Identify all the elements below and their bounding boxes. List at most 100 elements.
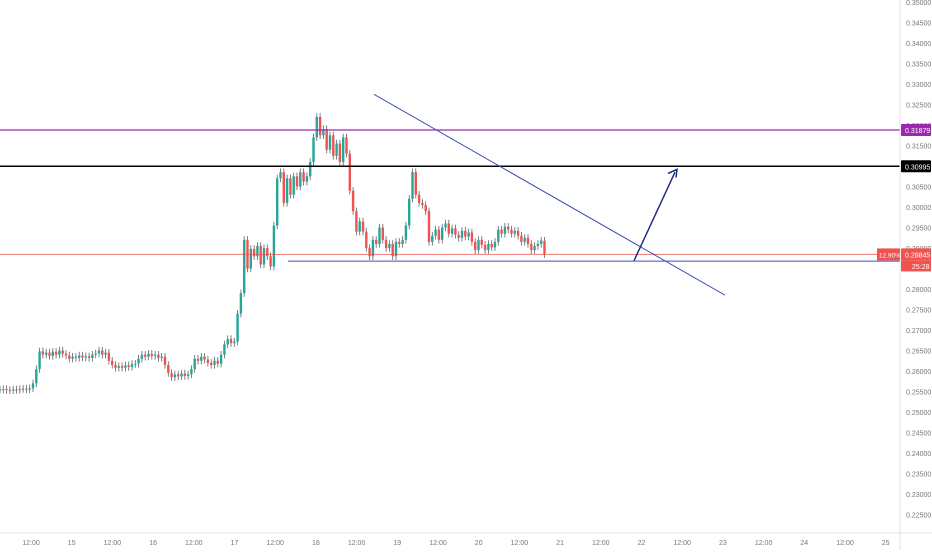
candle-body: [345, 137, 348, 154]
candle-body: [216, 360, 219, 364]
candle-body: [305, 176, 309, 182]
candle-body: [266, 248, 269, 257]
countdown-badge: [901, 260, 931, 272]
time-tick-label: 12:00: [348, 540, 366, 547]
candle-body: [450, 228, 454, 234]
key-level-badge-label: 0.30995: [905, 164, 930, 171]
candle-body: [94, 353, 97, 355]
candle-body: [64, 353, 68, 356]
candle-body: [252, 248, 256, 257]
time-tick-label: 24: [800, 540, 808, 547]
candle-body: [229, 339, 233, 344]
time-tick-label: 12:00: [266, 540, 284, 547]
candle-body: [322, 129, 325, 136]
percent-change-label: 12.90%: [879, 252, 901, 259]
price-tick-label: 0.23500: [906, 472, 931, 479]
candle-body: [190, 369, 193, 375]
candle-body: [236, 313, 239, 342]
candle-body: [84, 356, 87, 358]
candle-body: [48, 352, 51, 356]
time-tick-label: 19: [393, 540, 401, 547]
candle-body: [18, 389, 21, 391]
time-tick-label: 12:00: [673, 540, 691, 547]
candle-body: [140, 354, 144, 359]
candle-body: [193, 358, 196, 369]
candle-body: [361, 221, 365, 232]
candle-body: [467, 232, 470, 237]
candle-body: [226, 339, 229, 345]
candle-body: [533, 246, 536, 251]
price-tick-label: 0.30500: [906, 185, 931, 192]
candle-body: [318, 116, 322, 136]
time-tick-label: 20: [475, 540, 483, 547]
candle-body: [243, 239, 246, 294]
candle-body: [233, 341, 236, 344]
candle-body: [526, 237, 530, 244]
candle-body: [381, 227, 384, 240]
time-axis[interactable]: 12:00 15 12:00 16 12:00 17 12:00 18 12:00 19 12:00…: [22, 540, 889, 547]
candle-body: [487, 243, 490, 251]
horizontal-levels-layer: [0, 129, 900, 255]
candle-body: [97, 350, 101, 354]
candle-body: [404, 225, 408, 240]
candle-body: [5, 389, 8, 391]
candle-body: [15, 389, 18, 391]
time-tick-label: 17: [231, 540, 239, 547]
candle-body: [342, 137, 345, 162]
candle-body: [480, 239, 483, 245]
projection-arrow-shaft[interactable]: [633, 171, 676, 262]
candle-body: [107, 352, 111, 361]
price-tick-label: 0.24500: [906, 431, 931, 438]
candle-body: [358, 221, 361, 232]
candle-body: [332, 135, 335, 156]
candle-body: [68, 355, 71, 359]
candle-body: [328, 135, 332, 150]
time-tick-label: 12:00: [592, 540, 610, 547]
candle-body: [434, 229, 437, 236]
candle-body: [292, 176, 295, 195]
price-tick-label: 0.32500: [906, 103, 931, 110]
candle-body: [38, 351, 41, 369]
time-tick-label: 18: [312, 540, 320, 547]
candle-body: [180, 373, 183, 377]
candle-body: [540, 240, 543, 244]
candle-body: [365, 231, 368, 249]
candle-body: [543, 240, 546, 255]
last-price-badge-label: 0.28845: [905, 252, 930, 259]
candle-body: [0, 389, 2, 391]
candle-body: [513, 230, 516, 234]
candle-body: [170, 373, 173, 378]
candle-body: [444, 223, 447, 228]
candle-body: [173, 374, 177, 378]
candle-body: [464, 230, 467, 237]
candle-body: [276, 178, 279, 226]
candle-body: [206, 359, 210, 363]
candle-body: [289, 178, 292, 195]
candle-body: [167, 364, 170, 374]
candle-body: [45, 352, 48, 355]
candle-body: [507, 226, 510, 230]
candle-body: [74, 356, 78, 358]
candle-body: [269, 256, 272, 267]
descending-trendline[interactable]: [373, 93, 726, 296]
candle-body: [510, 229, 513, 234]
time-tick-label: 25: [882, 540, 890, 547]
candle-body: [177, 374, 180, 377]
time-tick-label: 21: [556, 540, 564, 547]
time-tick-label: 12:00: [185, 540, 203, 547]
candle-body: [58, 350, 61, 355]
candle-body: [25, 388, 28, 390]
price-tick-label: 0.31500: [906, 144, 931, 151]
countdown-label: 25:28: [912, 264, 930, 271]
candle-body: [295, 176, 299, 187]
candle-body: [477, 239, 480, 251]
candle-body: [417, 194, 421, 203]
candle-body: [302, 172, 305, 182]
candle-body: [87, 356, 91, 358]
candle-body: [355, 211, 358, 232]
candle-body: [414, 172, 417, 195]
price-tick-label: 0.25500: [906, 390, 931, 397]
candle-body: [150, 353, 153, 356]
